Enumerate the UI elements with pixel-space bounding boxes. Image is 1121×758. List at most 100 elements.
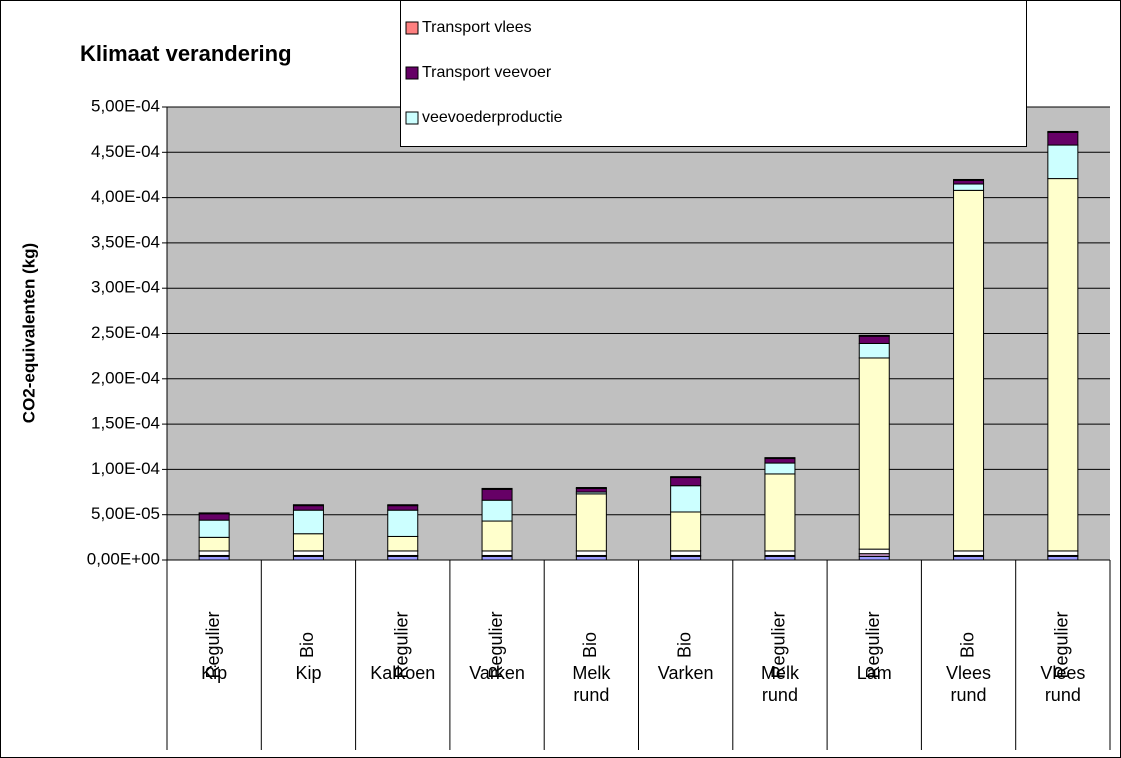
x-tick-label: Regulier — [392, 611, 412, 678]
y-tick-label: 1,00E-04 — [91, 459, 160, 478]
bar-segment — [953, 179, 985, 185]
bar-segment — [858, 357, 890, 550]
x-tick-label: Bio — [674, 632, 694, 658]
bar-segment — [387, 555, 419, 561]
bar-segment — [670, 511, 702, 552]
bar-segment — [858, 555, 890, 561]
bar-segment — [481, 520, 513, 552]
bar-segment — [292, 504, 324, 507]
x-group-label: Kip — [201, 663, 228, 683]
bar-segment — [292, 505, 324, 511]
x-tick-label: Bio — [957, 632, 977, 658]
bar-segment — [1047, 178, 1079, 552]
bar-segment — [575, 555, 607, 561]
bar-segment — [575, 487, 607, 489]
bar-segment — [387, 509, 419, 537]
y-tick-label: 2,00E-04 — [91, 368, 160, 387]
bar-segment — [1047, 130, 1079, 133]
bar-segment — [198, 513, 230, 521]
legend-swatch — [405, 66, 419, 80]
bar-segment — [198, 536, 230, 552]
legend-box — [400, 0, 1027, 147]
x-group-label: Melk rund — [572, 663, 611, 705]
chart-title: Klimaat verandering — [80, 41, 292, 66]
bar-segment — [1047, 555, 1079, 561]
bar-segment — [670, 476, 702, 479]
x-tick-label: Bio — [297, 632, 317, 658]
y-tick-label: 5,00E-04 — [91, 96, 160, 115]
bar-segment — [764, 473, 796, 552]
bar-segment — [764, 457, 796, 460]
bar-segment — [387, 550, 419, 556]
bar-segment — [953, 550, 985, 556]
bar-segment — [953, 178, 985, 181]
bar-segment — [1047, 131, 1079, 146]
bar-segment — [387, 504, 419, 507]
y-tick-label: 3,50E-04 — [91, 232, 160, 251]
bar-segment — [481, 488, 513, 501]
bar-segment — [481, 555, 513, 561]
legend-label: Transport vlees — [422, 19, 532, 36]
x-tick-label: Regulier — [769, 611, 789, 678]
y-tick-label: 1,50E-04 — [91, 414, 160, 433]
x-tick-label: Regulier — [863, 611, 883, 678]
bar-segment — [670, 550, 702, 556]
x-tick-label: Regulier — [1052, 611, 1072, 678]
x-tick-label: Regulier — [203, 611, 223, 678]
legend-swatch — [405, 111, 419, 125]
bar-segment — [1047, 550, 1079, 556]
bar-segment — [1047, 144, 1079, 180]
bar-segment — [575, 487, 607, 493]
bar-segment — [198, 550, 230, 556]
bar-segment — [575, 550, 607, 556]
bar-segment — [858, 548, 890, 555]
bar-segment — [481, 499, 513, 522]
bar-segment — [764, 550, 796, 556]
bar-segment — [858, 342, 890, 359]
x-group-label: Melk rund — [760, 663, 799, 705]
bar-segment — [198, 519, 230, 538]
bar-segment — [292, 509, 324, 535]
bar-segment — [764, 462, 796, 475]
bar-segment — [670, 555, 702, 561]
x-tick-label: Regulier — [486, 611, 506, 678]
bar-segment — [292, 555, 324, 561]
bar-segment — [292, 533, 324, 552]
y-tick-label: 4,00E-04 — [91, 187, 160, 206]
y-tick-label: 3,00E-04 — [91, 278, 160, 297]
bar-segment — [764, 555, 796, 561]
y-axis-label: CO2-equivalenten (kg) — [19, 243, 38, 423]
x-tick-label: Bio — [580, 632, 600, 658]
bar-segment — [670, 485, 702, 513]
x-group-label: Varken — [469, 663, 525, 683]
bar-segment — [764, 458, 796, 464]
legend-label: Transport veevoer — [422, 64, 552, 81]
bar-segment — [953, 189, 985, 552]
bar-segment — [670, 477, 702, 487]
bar-segment — [953, 183, 985, 191]
bar-segment — [292, 550, 324, 556]
x-group-label: Kip — [295, 663, 322, 683]
y-tick-label: 4,50E-04 — [91, 142, 160, 161]
x-group-label: Vlees rund — [1040, 663, 1086, 705]
x-group-label: Lam — [856, 663, 892, 683]
x-group-label: Vlees rund — [946, 663, 992, 705]
bar-segment — [387, 535, 419, 552]
legend-label: veevoederproductie — [422, 109, 563, 126]
y-tick-label: 0,00E+00 — [87, 549, 160, 568]
bar-segment — [481, 487, 513, 490]
bar-segment — [575, 493, 607, 552]
y-tick-label: 2,50E-04 — [91, 323, 160, 342]
bar-segment — [858, 334, 890, 337]
bar-segment — [198, 512, 230, 515]
y-tick-label: 5,00E-05 — [91, 504, 160, 523]
legend-swatch — [405, 21, 419, 35]
bar-segment — [387, 505, 419, 511]
bar-segment — [953, 555, 985, 561]
x-group-label: Varken — [657, 663, 714, 683]
bar-segment — [858, 335, 890, 344]
bar-segment — [481, 550, 513, 556]
bar-segment — [198, 555, 230, 561]
